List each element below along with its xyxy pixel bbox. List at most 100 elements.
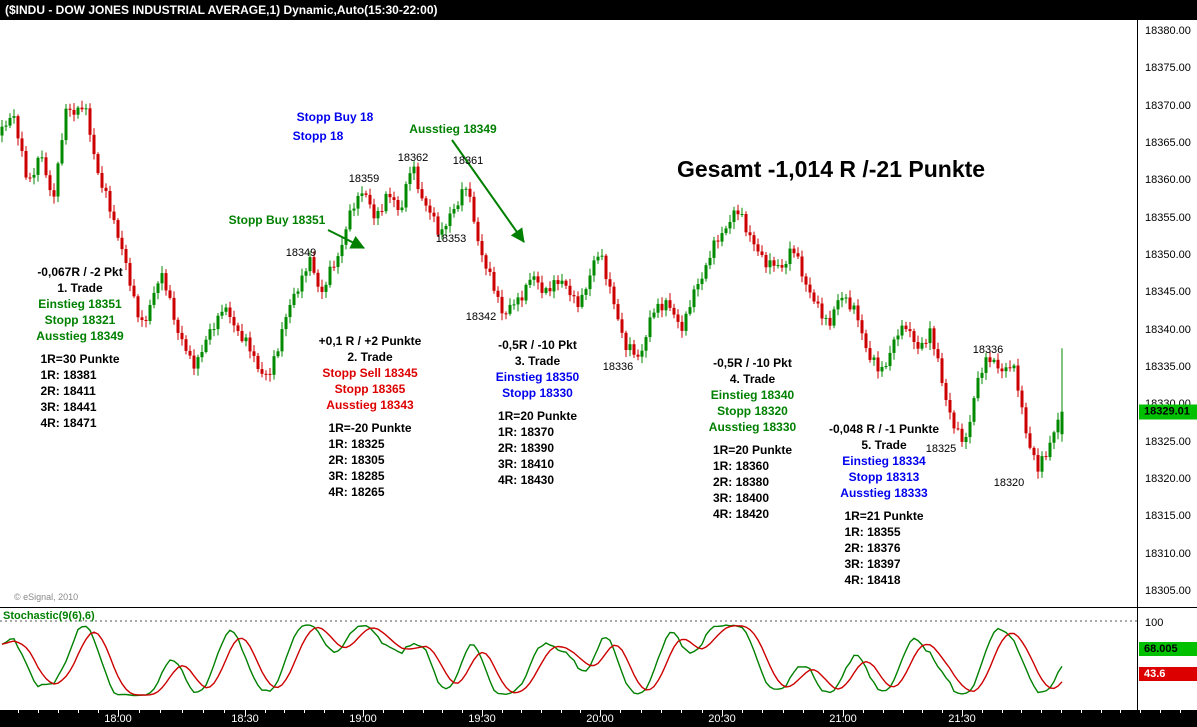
price-axis-label: 18380.00 (1145, 25, 1191, 37)
time-axis-tick (245, 710, 246, 716)
last-price-badge: 18329.01 (1139, 404, 1197, 420)
time-axis-tick (600, 710, 601, 716)
price-axis-label: 18370.00 (1145, 99, 1191, 112)
time-axis-tick (580, 710, 582, 713)
time-axis-label: 19:00 (349, 713, 377, 725)
time-axis-tick (1179, 710, 1181, 713)
time-axis-tick (1080, 710, 1082, 713)
time-axis-tick (422, 710, 424, 713)
summary-label: Gesamt -1,014 R /-21 Punkte (677, 156, 986, 182)
time-axis-tick (822, 710, 824, 713)
time-axis-tick (1140, 710, 1142, 713)
price-axis-label: 18355.00 (1145, 211, 1191, 224)
time-axis-tick (560, 710, 562, 713)
price-axis-label: 18325.00 (1145, 435, 1191, 448)
stochastic-panel[interactable]: Stochastic(9(6),6) (0, 607, 1137, 710)
time-axis[interactable]: 18:00 18:30 19:00 19:30 20:00 20:30 21:00 21:30 (0, 710, 1197, 727)
time-axis-tick (57, 710, 59, 713)
time-axis-tick (160, 710, 162, 713)
time-axis-tick (37, 710, 39, 713)
time-axis-tick (501, 710, 503, 713)
time-axis-tick (640, 710, 642, 713)
time-axis-tick (620, 710, 622, 713)
stochastic-indicator-label: Stochastic(9(6),6) (3, 610, 95, 622)
time-axis-tick (284, 710, 286, 713)
price-axis-label: 18320.00 (1145, 473, 1191, 485)
price-axis-label: 18375.00 (1145, 62, 1191, 75)
stoch-k-value-badge: 68.005 (1139, 642, 1197, 656)
time-axis-label: 18:00 (104, 713, 132, 725)
time-axis-tick (1061, 710, 1062, 713)
time-axis-label: 20:30 (708, 713, 736, 725)
time-axis-tick (382, 710, 384, 713)
time-axis-tick (402, 710, 404, 713)
trade-arrow (327, 229, 365, 249)
price-axis[interactable]: 18380.00 18375.00 18370.00 18365.00 18360.00… (1137, 20, 1197, 607)
time-axis-tick (1041, 710, 1043, 713)
time-axis-tick (1160, 710, 1161, 713)
time-axis-label: 20:00 (586, 713, 614, 725)
window-title: ($INDU - DOW JONES INDUSTRIAL AVERAGE,1)… (5, 3, 438, 17)
stoch-k-line (1, 624, 1063, 697)
time-axis-tick (202, 710, 204, 713)
time-axis-tick (681, 710, 683, 713)
price-axis-label: 18335.00 (1145, 361, 1191, 373)
time-axis-tick (223, 710, 225, 713)
time-axis-tick (1100, 710, 1102, 713)
stoch-axis-100-label: 100 (1145, 617, 1164, 629)
time-axis-tick (442, 710, 444, 713)
time-axis-tick (17, 710, 19, 713)
price-axis-label: 18345.00 (1145, 286, 1191, 299)
time-axis-tick (521, 710, 523, 713)
time-axis-tick (862, 710, 864, 713)
title-bar: ($INDU - DOW JONES INDUSTRIAL AVERAGE,1)… (0, 0, 1197, 20)
time-axis-tick (882, 710, 884, 713)
time-axis-tick (363, 710, 364, 716)
price-axis-label: 18360.00 (1145, 174, 1191, 187)
time-axis-tick (77, 710, 79, 713)
time-axis-tick (1021, 710, 1023, 713)
stochastic-chart[interactable] (0, 608, 1137, 711)
time-axis-tick (343, 710, 345, 713)
price-axis-label: 18350.00 (1145, 249, 1191, 261)
time-axis-tick (482, 710, 483, 716)
price-axis-label: 18315.00 (1145, 510, 1191, 523)
trade-arrow (451, 139, 525, 243)
time-axis-tick (722, 710, 723, 716)
time-axis-tick (264, 710, 266, 713)
copyright-label: © eSignal, 2010 (14, 592, 79, 602)
time-axis-label: 18:30 (231, 713, 259, 725)
time-axis-tick (742, 710, 744, 713)
time-axis-tick (1001, 710, 1003, 713)
time-axis-tick (802, 710, 804, 713)
time-axis-tick (118, 710, 119, 716)
time-axis-tick (181, 710, 183, 713)
main-chart-panel[interactable]: 18359 18362 18361 18353 18349 18342 18336 18336… (0, 20, 1137, 607)
candlestick-chart[interactable] (0, 20, 1137, 607)
price-axis-label: 18365.00 (1145, 137, 1191, 149)
time-axis-label: 21:30 (948, 713, 976, 725)
time-axis-tick (139, 710, 141, 713)
price-axis-label: 18305.00 (1145, 585, 1191, 597)
time-axis-tick (541, 710, 542, 713)
time-axis-tick (1120, 710, 1122, 713)
time-axis-tick (922, 710, 924, 713)
time-axis-tick (762, 710, 764, 713)
time-axis-label: 19:30 (468, 713, 496, 725)
time-axis-tick (942, 710, 944, 713)
time-axis-tick (962, 710, 963, 716)
time-axis-tick (661, 710, 662, 713)
time-axis-tick (701, 710, 703, 713)
stoch-d-line (1, 625, 1063, 696)
time-axis-tick (304, 710, 305, 713)
time-axis-label: 21:00 (829, 713, 857, 725)
time-axis-tick (462, 710, 464, 713)
price-axis-label: 18340.00 (1145, 323, 1191, 336)
time-axis-tick (902, 710, 904, 713)
time-axis-tick (981, 710, 983, 713)
time-axis-tick (323, 710, 325, 713)
price-axis-label: 18310.00 (1145, 547, 1191, 560)
stochastic-axis: 100 68.005 43.6 (1137, 607, 1197, 710)
stoch-d-value-badge: 43.6 (1139, 667, 1197, 681)
